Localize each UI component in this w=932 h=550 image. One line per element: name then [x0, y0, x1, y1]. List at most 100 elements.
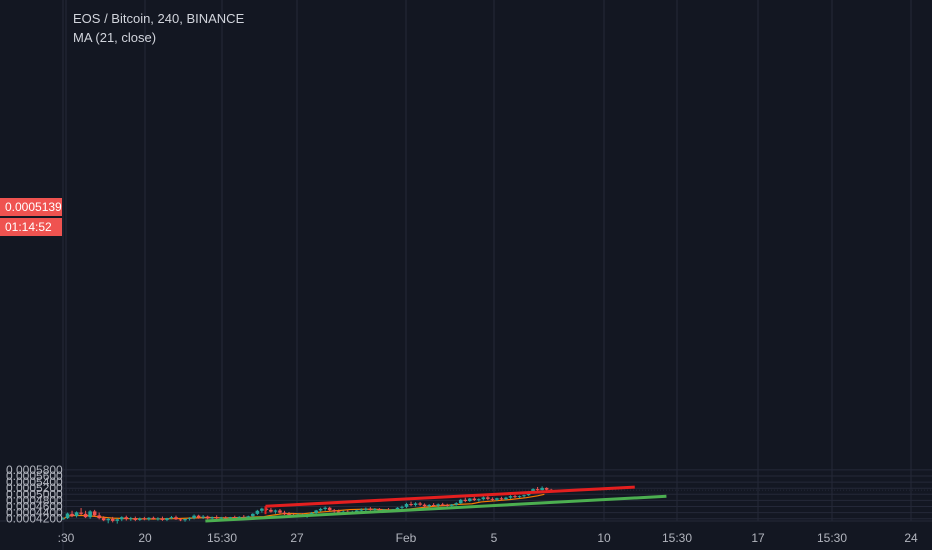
- y-tick-label: 0.0005600: [6, 469, 63, 483]
- price-axis[interactable]: 0.00042000.00044000.00046000.00048000.00…: [6, 463, 63, 526]
- candle: [282, 510, 287, 516]
- candle: [70, 510, 74, 518]
- candle: [332, 508, 336, 513]
- candle: [454, 502, 459, 506]
- candle: [61, 517, 65, 520]
- candle: [327, 506, 332, 512]
- candle: [133, 516, 138, 522]
- candle: [174, 515, 178, 520]
- x-tick-label: 24: [904, 531, 918, 545]
- candle: [79, 508, 83, 516]
- candle: [404, 502, 409, 509]
- candle: [499, 496, 504, 501]
- candle: [201, 515, 205, 520]
- candle: [242, 515, 246, 518]
- support-trendline[interactable]: [205, 494, 667, 523]
- candle: [151, 516, 156, 520]
- x-tick-label: 27: [290, 531, 304, 545]
- candle: [124, 515, 129, 521]
- candle: [427, 504, 431, 508]
- candle: [413, 502, 418, 507]
- candle: [196, 514, 201, 519]
- candle: [495, 497, 499, 502]
- candle: [115, 518, 120, 524]
- candle: [178, 518, 183, 522]
- y-tick-label: 0.0005800: [6, 463, 63, 477]
- candle: [517, 495, 522, 499]
- y-tick-label: 0.0005200: [6, 481, 63, 495]
- candle: [65, 512, 70, 520]
- candle: [223, 516, 228, 519]
- candle: [160, 516, 165, 521]
- candle: [522, 494, 526, 498]
- candle: [165, 517, 169, 522]
- candle: [468, 497, 472, 502]
- candle: [463, 497, 468, 503]
- candle: [183, 518, 187, 522]
- candle: [129, 516, 133, 521]
- candle: [169, 515, 174, 520]
- candle: [535, 486, 540, 491]
- candle: [101, 516, 106, 522]
- candle: [481, 496, 486, 501]
- candle: [187, 517, 192, 521]
- x-tick-label: Feb: [396, 531, 417, 545]
- candle: [255, 509, 260, 516]
- x-tick-label: 17: [751, 531, 765, 545]
- candle: [513, 494, 517, 498]
- x-tick-label: 5: [491, 531, 498, 545]
- candle: [314, 509, 318, 514]
- candle: [273, 509, 278, 514]
- y-tick-label: 0.0004800: [6, 493, 63, 507]
- x-tick-label: 15:30: [207, 531, 237, 545]
- candle: [97, 512, 101, 520]
- y-tick-label: 0.0004400: [6, 506, 63, 520]
- candle: [508, 495, 513, 499]
- trendlines-layer: [205, 485, 667, 523]
- candle: [251, 513, 255, 518]
- y-tick-label: 0.0004600: [6, 500, 63, 514]
- candle: [138, 517, 142, 521]
- candle: [142, 516, 147, 521]
- candle: [368, 507, 373, 511]
- candle: [210, 516, 214, 520]
- chart-legend: EOS / Bitcoin, 240, BINANCE MA (21, clos…: [73, 9, 244, 47]
- candle: [269, 508, 273, 513]
- candle: [504, 496, 508, 501]
- candle: [318, 507, 323, 512]
- candle: [418, 501, 422, 506]
- symbol-title[interactable]: EOS / Bitcoin, 240, BINANCE: [73, 11, 245, 26]
- candle: [436, 503, 440, 508]
- candle: [323, 506, 327, 511]
- candle: [400, 505, 404, 509]
- candle: [364, 507, 368, 512]
- last-price-badge: 0.0005139: [0, 198, 62, 216]
- time-axis[interactable]: :30 20 15:30 27 Feb 5 10 15:30 17 15:30 24: [58, 531, 918, 545]
- candle: [458, 498, 463, 505]
- candle: [110, 516, 115, 523]
- candle: [486, 495, 490, 501]
- candle: [431, 503, 436, 507]
- candle: [260, 507, 264, 513]
- candle: [74, 511, 79, 518]
- candle: [490, 497, 495, 501]
- candle: [409, 501, 413, 507]
- candle: [106, 517, 110, 524]
- x-tick-label: 15:30: [662, 531, 692, 545]
- ma-indicator-label[interactable]: MA (21, close): [73, 30, 157, 45]
- candle: [147, 517, 151, 521]
- candle: [156, 517, 160, 521]
- candle: [440, 502, 445, 506]
- candle: [359, 508, 364, 512]
- x-tick-label: 20: [138, 531, 152, 545]
- candle: [422, 503, 427, 508]
- candle-countdown-badge: 01:14:52: [0, 218, 62, 236]
- y-tick-label: 0.0005000: [6, 487, 63, 501]
- candle: [83, 510, 88, 519]
- candle: [477, 498, 481, 502]
- candle: [192, 514, 196, 520]
- candle: [205, 515, 210, 520]
- resistance-trendline[interactable]: [265, 485, 635, 508]
